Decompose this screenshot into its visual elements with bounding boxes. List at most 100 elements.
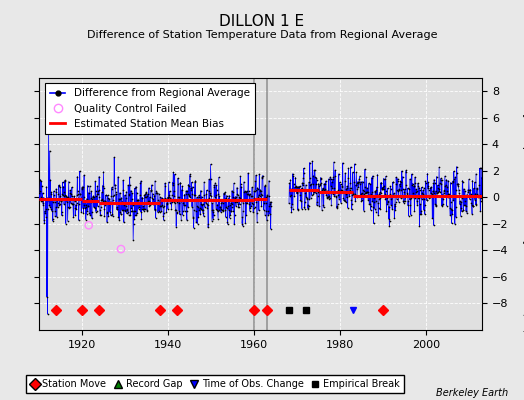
Point [316, 180, 324, 187]
Point [374, 212, 383, 218]
Point [346, 164, 355, 170]
Point [104, 195, 112, 202]
Point [230, 221, 238, 227]
Point [409, 183, 418, 189]
Point [339, 160, 347, 166]
Point [418, 196, 426, 202]
Point [467, 200, 475, 207]
Point [174, 175, 182, 182]
Point [365, 201, 374, 208]
Point [349, 190, 357, 196]
Point [149, 201, 157, 207]
Point [57, 198, 66, 205]
Point [308, 187, 316, 193]
Point [238, 214, 247, 221]
Point [195, 206, 204, 213]
Point [51, 204, 60, 210]
Point [128, 208, 137, 214]
Point [380, 191, 389, 198]
Point [122, 202, 130, 209]
Point [213, 202, 222, 208]
Point [379, 186, 387, 192]
Point [467, 192, 475, 198]
Point [191, 179, 199, 185]
Point [444, 190, 453, 197]
Point [293, 184, 301, 190]
Point [224, 196, 233, 202]
Point [337, 186, 346, 193]
Point [161, 180, 169, 186]
Point [59, 192, 67, 198]
Point [454, 183, 462, 189]
Point [209, 209, 217, 215]
Point [205, 176, 213, 182]
Point [101, 192, 110, 198]
Point [385, 216, 393, 222]
Point [129, 208, 138, 214]
Point [83, 182, 92, 189]
Point [70, 197, 78, 203]
Point [104, 192, 112, 199]
Point [472, 202, 480, 208]
Point [122, 194, 130, 201]
Point [287, 192, 295, 199]
Point [154, 197, 162, 204]
Point [184, 192, 193, 198]
Point [168, 180, 177, 186]
Point [169, 169, 178, 176]
Point [263, 192, 271, 198]
Point [101, 198, 109, 204]
Point [355, 178, 363, 185]
Point [353, 194, 361, 200]
Point [96, 212, 105, 218]
Point [421, 178, 430, 184]
Point [364, 188, 372, 195]
Point [357, 190, 366, 196]
Point [105, 201, 113, 207]
Point [383, 195, 391, 201]
Point [163, 206, 172, 212]
Point [395, 186, 403, 193]
Point [61, 178, 69, 184]
Point [128, 202, 137, 208]
Point [156, 203, 164, 209]
Point [72, 202, 80, 208]
Point [326, 176, 335, 182]
Point [443, 194, 452, 200]
Point [57, 209, 66, 215]
Point [148, 191, 157, 197]
Point [77, 195, 85, 201]
Point [364, 191, 373, 198]
Point [68, 200, 77, 207]
Point [330, 185, 339, 192]
Point [392, 196, 401, 202]
Point [226, 208, 235, 214]
Point [415, 184, 423, 191]
Point [148, 182, 156, 188]
Point [305, 159, 314, 166]
Point [443, 188, 451, 195]
Point [409, 190, 417, 196]
Point [405, 186, 413, 192]
Point [310, 188, 318, 195]
Point [475, 165, 484, 172]
Point [285, 200, 293, 206]
Point [260, 196, 268, 202]
Point [181, 208, 189, 214]
Point [117, 206, 126, 213]
Point [87, 188, 95, 194]
Point [111, 184, 119, 191]
Point [198, 202, 206, 208]
Point [236, 195, 244, 201]
Point [235, 194, 243, 201]
Point [468, 211, 476, 217]
Point [99, 168, 107, 175]
Point [359, 208, 368, 214]
Point [92, 208, 100, 215]
Point [352, 169, 361, 176]
Point [147, 187, 156, 194]
Point [322, 188, 331, 195]
Point [363, 185, 372, 191]
Point [213, 208, 222, 214]
Point [69, 200, 77, 207]
